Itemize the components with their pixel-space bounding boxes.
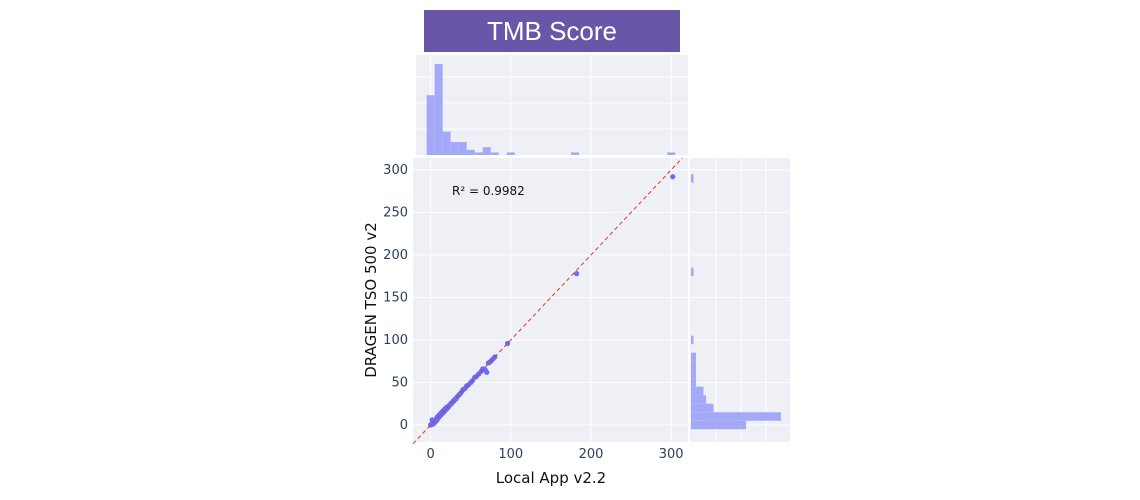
top-histogram-bar bbox=[490, 152, 499, 155]
x-tick-label: 300 bbox=[659, 447, 684, 462]
right-histogram bbox=[690, 158, 790, 442]
right-histogram-bar bbox=[691, 395, 706, 404]
top-histogram-bar bbox=[506, 152, 515, 155]
right-histogram-bar bbox=[691, 403, 714, 413]
top-histogram-bar bbox=[474, 152, 483, 155]
top-histogram-bar bbox=[426, 95, 435, 155]
y-tick-label: 250 bbox=[383, 205, 408, 220]
fit-line bbox=[412, 157, 683, 445]
x-tick-label: 200 bbox=[579, 447, 604, 462]
top-histogram-bar bbox=[450, 142, 459, 155]
top-histogram-bar bbox=[570, 152, 579, 155]
r-squared-annotation: R² = 0.9982 bbox=[452, 184, 525, 198]
right-histogram-bar bbox=[691, 378, 696, 387]
right-histogram-bar bbox=[691, 386, 704, 396]
top-histogram-bar bbox=[434, 64, 443, 155]
y-tick-label: 150 bbox=[383, 290, 408, 305]
y-axis-label: DRAGEN TSO 500 v2 bbox=[362, 222, 380, 378]
right-histogram-bar bbox=[691, 420, 746, 430]
top-histogram-bar bbox=[482, 147, 491, 155]
right-histogram-bar bbox=[691, 361, 696, 370]
data-point bbox=[670, 174, 676, 180]
top-histogram-background bbox=[416, 55, 688, 155]
y-tick-label: 100 bbox=[383, 333, 408, 348]
y-tick-label: 0 bbox=[400, 418, 408, 433]
top-histogram bbox=[416, 55, 688, 155]
chart-title: TMB Score bbox=[424, 10, 680, 52]
top-histogram-bar bbox=[442, 131, 451, 155]
x-axis-label: Local App v2.2 bbox=[496, 469, 606, 487]
x-tick-label: 100 bbox=[498, 447, 523, 462]
top-histogram-bar bbox=[466, 149, 475, 155]
right-histogram-bar bbox=[691, 267, 694, 277]
right-histogram-bar bbox=[691, 174, 694, 183]
right-histogram-background bbox=[690, 158, 790, 442]
right-histogram-bar bbox=[691, 412, 781, 421]
right-histogram-bar bbox=[691, 335, 694, 345]
data-point bbox=[484, 369, 490, 375]
right-histogram-bar bbox=[691, 352, 696, 362]
y-tick-label: 50 bbox=[391, 375, 408, 390]
y-tick-label: 300 bbox=[383, 163, 408, 178]
y-tick-label: 200 bbox=[383, 248, 408, 263]
top-histogram-bar bbox=[458, 142, 467, 155]
top-histogram-bar bbox=[667, 152, 676, 155]
data-point bbox=[573, 271, 580, 277]
x-tick-label: 0 bbox=[426, 447, 434, 462]
main-scatter-plot: 0 100 200 300 0 50 100 150 200 250 300 bbox=[383, 157, 688, 462]
right-histogram-bar bbox=[691, 369, 696, 379]
